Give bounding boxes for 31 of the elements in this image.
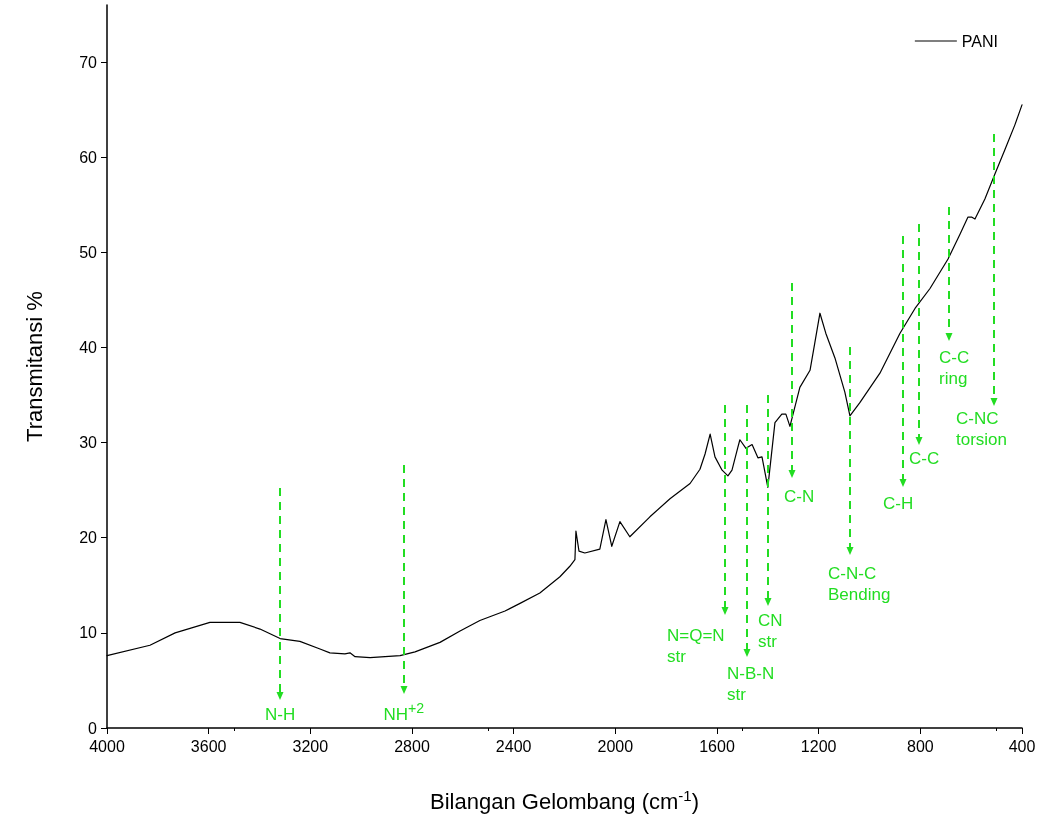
x-tick-label: 3600 xyxy=(190,737,227,755)
y-tick-label: 70 xyxy=(79,53,98,71)
annotation: C-N-C Bending xyxy=(828,563,891,605)
annotation: N-B-N str xyxy=(727,663,775,705)
annotation: C-C ring xyxy=(939,347,970,389)
annotation: N-H xyxy=(265,704,296,725)
legend-label: PANI xyxy=(961,32,998,50)
y-tick-label: 50 xyxy=(79,243,98,261)
annotation: C-H xyxy=(883,493,914,514)
y-tick-label: 10 xyxy=(79,624,98,642)
annotation: NH$^{+2}$ xyxy=(383,699,425,725)
annotation: N=Q=N str xyxy=(667,625,725,667)
x-tick-label: 2800 xyxy=(394,737,430,755)
x-tick-label: 3200 xyxy=(292,737,329,755)
x-tick-label: 1200 xyxy=(800,737,837,755)
x-tick-label: 2000 xyxy=(597,737,634,755)
x-tick-label: 1600 xyxy=(699,737,735,755)
y-tick-label: 20 xyxy=(79,529,98,547)
x-tick-label: 800 xyxy=(906,737,934,755)
x-tick-label: 2400 xyxy=(495,737,532,755)
annotation: CN str xyxy=(758,610,783,652)
x-tick-label: 400 xyxy=(1008,737,1036,755)
y-tick-label: 30 xyxy=(79,434,98,452)
y-tick-label: 0 xyxy=(88,719,98,737)
annotation: C-NC torsion xyxy=(956,408,1008,450)
annotation: C-C xyxy=(909,448,940,469)
annotation: C-N xyxy=(784,486,815,507)
y-axis-title: Transmitansi % xyxy=(21,291,47,442)
y-tick-label: 60 xyxy=(79,148,98,166)
y-tick-label: 40 xyxy=(79,338,98,356)
x-tick-label: 4000 xyxy=(89,737,125,755)
